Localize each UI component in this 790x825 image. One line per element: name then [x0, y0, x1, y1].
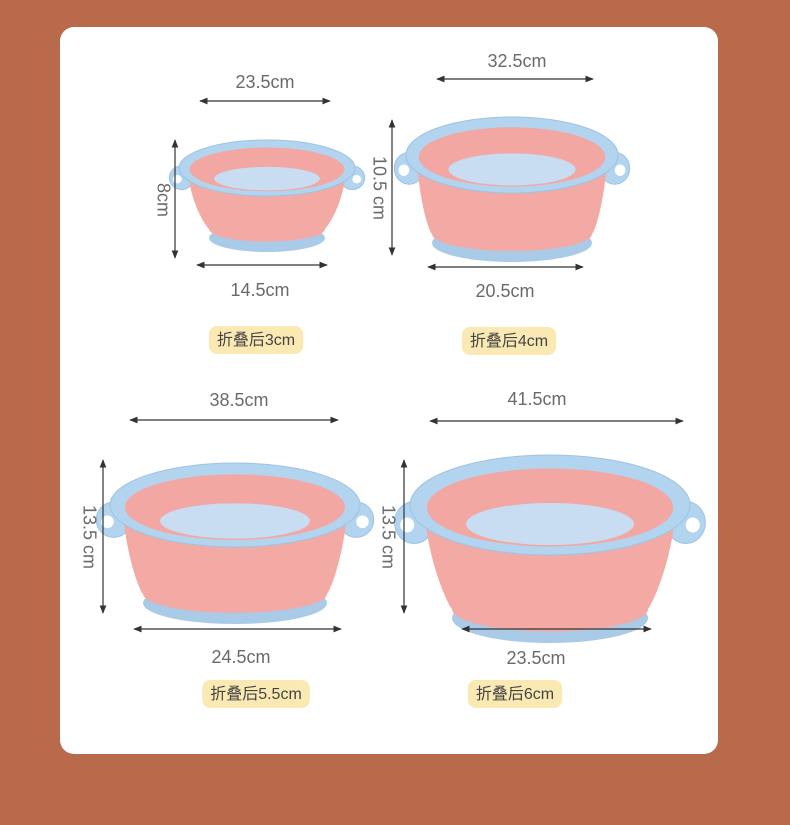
handle-hole: [400, 517, 415, 533]
top-width-label: 41.5cm: [507, 389, 566, 409]
basin-bottom: [448, 153, 576, 186]
bottom-width-label: 24.5cm: [211, 647, 270, 667]
folded-badge: [208, 326, 304, 354]
basin-bottom: [466, 503, 634, 545]
height-label: 13.5 cm: [378, 505, 398, 569]
top-width-label: 32.5cm: [487, 51, 546, 71]
basin-bottom: [160, 503, 310, 539]
top-width-label: 38.5cm: [209, 390, 268, 410]
basin: [168, 139, 366, 252]
handle-hole: [398, 164, 410, 176]
basin: [95, 462, 375, 624]
handle-hole: [614, 164, 626, 176]
folded-badge: [202, 680, 310, 708]
bottom-width-label: 20.5cm: [475, 281, 534, 301]
handle-hole: [685, 517, 700, 533]
bottom-width-label: 23.5cm: [506, 648, 565, 668]
bottom-width-label: 14.5cm: [230, 280, 289, 300]
height-label: 13.5 cm: [79, 505, 99, 569]
folded-label: 折叠后6cm: [476, 685, 554, 703]
handle-hole: [356, 515, 369, 529]
height-label: 8cm: [153, 183, 173, 217]
folded-label: 折叠后5.5cm: [210, 685, 302, 703]
height-label: 10.5 cm: [369, 156, 389, 220]
basin: [393, 116, 631, 262]
handle-hole: [352, 175, 362, 184]
folded-label: 折叠后3cm: [217, 331, 295, 349]
folded-badge: [467, 680, 563, 708]
card: [60, 27, 718, 754]
folded-label: 折叠后4cm: [470, 332, 548, 350]
top-width-label: 23.5cm: [235, 72, 294, 92]
basin-bottom: [214, 166, 320, 191]
folded-badge: [461, 327, 557, 355]
